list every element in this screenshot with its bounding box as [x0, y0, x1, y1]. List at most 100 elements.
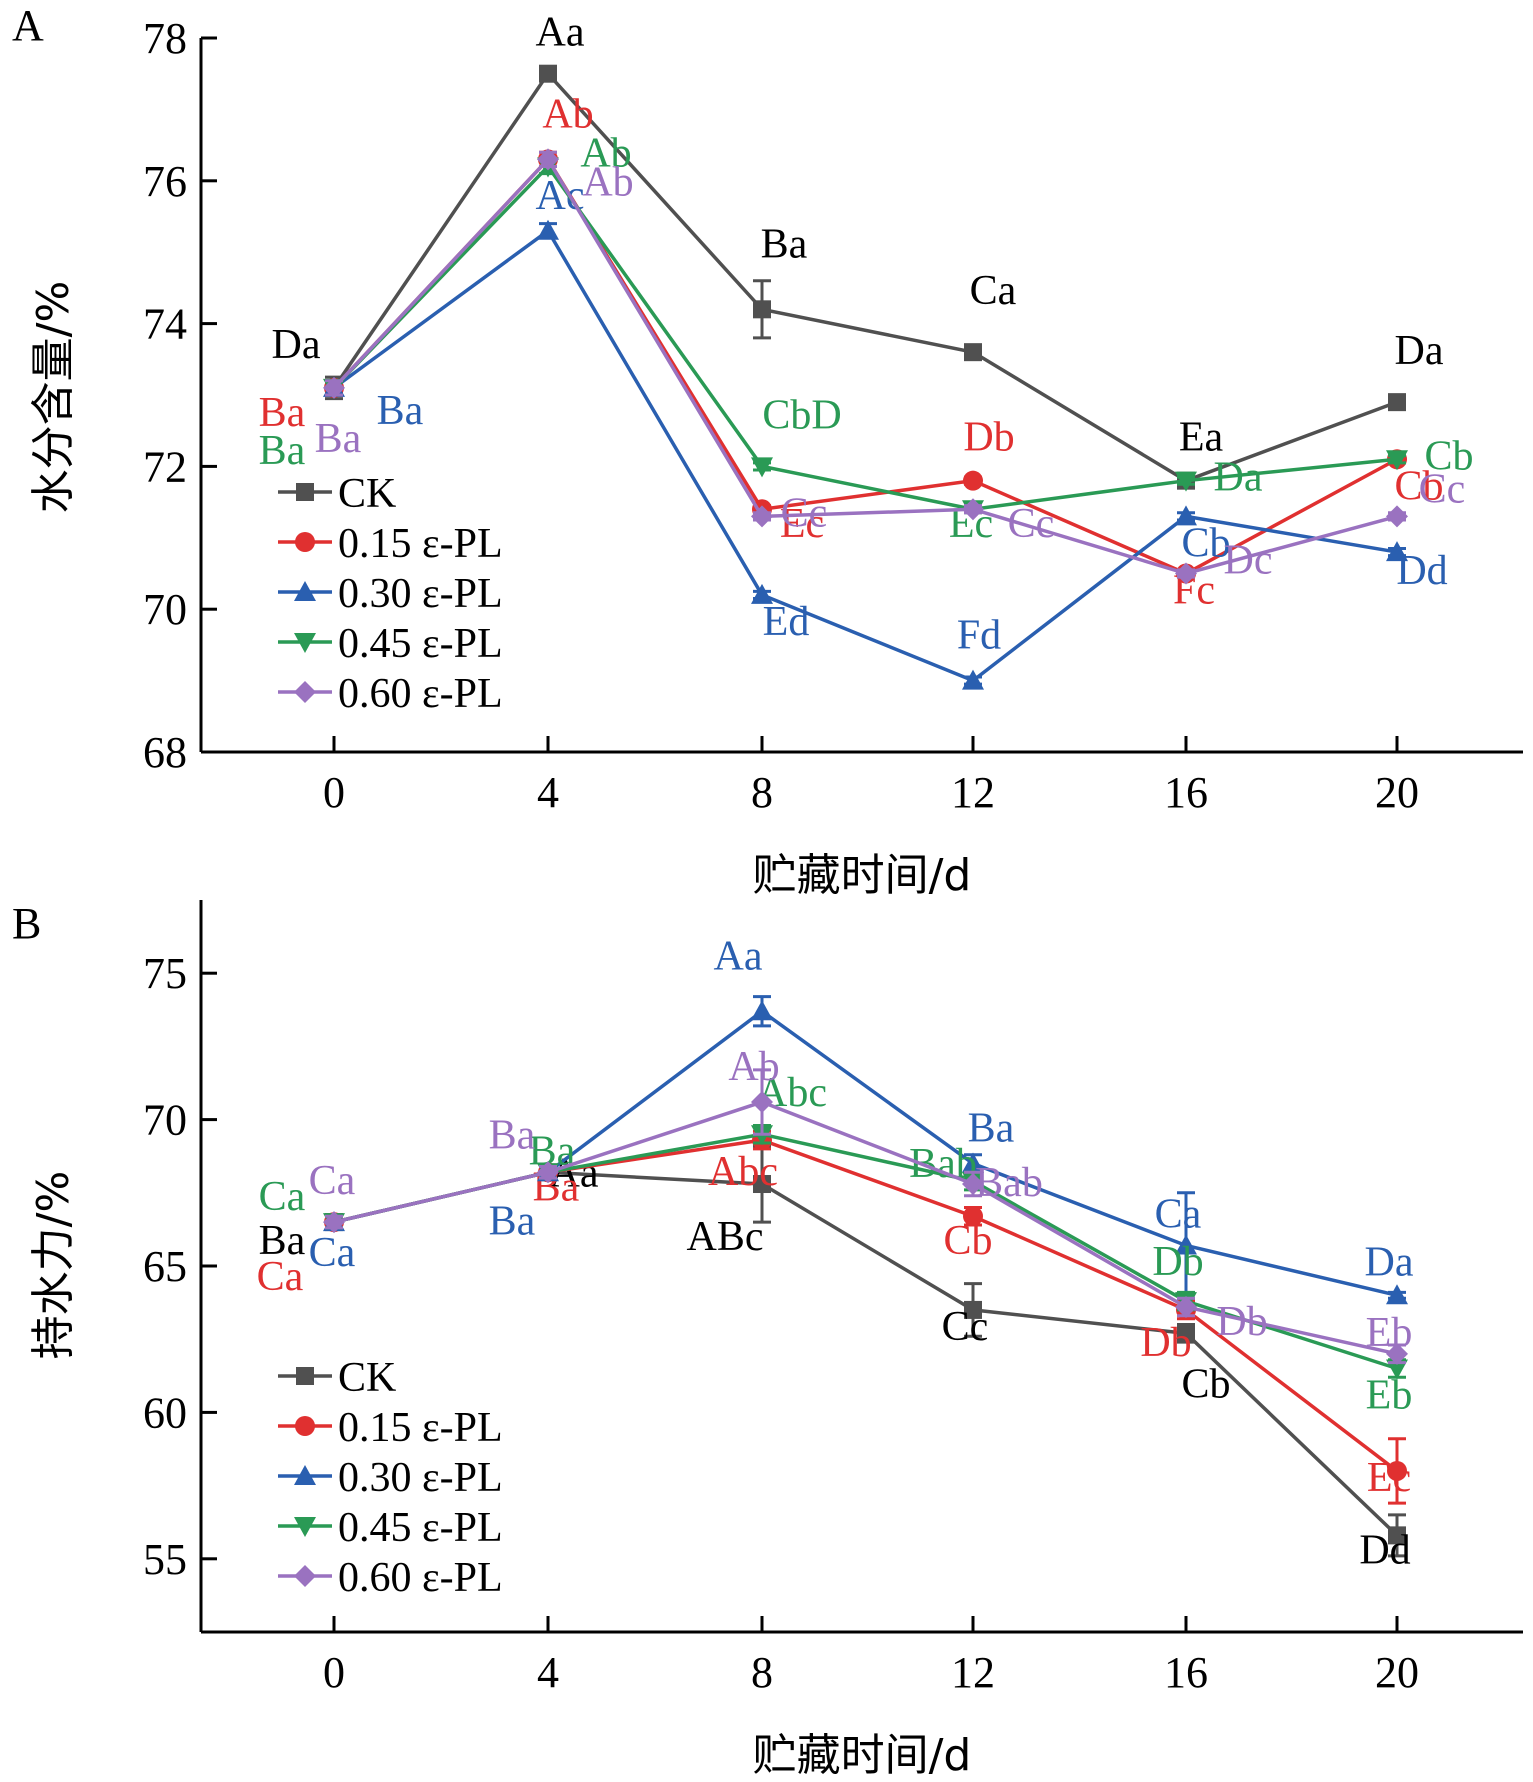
significance-label: Cb [1181, 1361, 1230, 1407]
legend-marker [294, 633, 316, 653]
data-point [539, 64, 557, 83]
x-tick-label: 8 [751, 1648, 773, 1697]
legend-marker [295, 532, 315, 552]
significance-label: Db [1216, 1299, 1267, 1345]
significance-label: Da [1395, 328, 1444, 374]
significance-label: Ab [542, 91, 593, 137]
legend-marker [295, 1416, 315, 1436]
panel-label: A [12, 1, 44, 50]
significance-label: Ba [489, 1198, 536, 1244]
y-tick-label: 76 [143, 157, 187, 206]
x-tick-label: 8 [751, 768, 773, 817]
significance-label: Cc [1419, 466, 1466, 512]
significance-label: Ca [309, 1230, 356, 1276]
series-line [333, 1100, 1398, 1356]
data-point [751, 457, 773, 478]
significance-label: Dd [1396, 548, 1447, 594]
x-tick-label: 4 [537, 1648, 559, 1697]
legend-label: 0.60 ε-PL [338, 1555, 503, 1601]
legend-marker [294, 1565, 316, 1587]
series-2: Ca Ba Aa Ba Ca Da [309, 933, 1414, 1305]
data-point [1386, 541, 1408, 562]
panel-a-water-content-chart: A 68 70 72 74 76 78 0 4 8 12 16 20 贮藏时间/d 水分含量/% Da Aa Ba… [12, 1, 1523, 901]
data-point [537, 148, 559, 171]
panel-label: B [12, 899, 41, 948]
x-tick-label: 20 [1375, 1648, 1419, 1697]
x-tick-label: 20 [1375, 768, 1419, 817]
y-tick-label: 68 [143, 728, 187, 777]
significance-label: Ba [377, 388, 424, 434]
data-point [1386, 450, 1408, 471]
data-point [1387, 1460, 1407, 1481]
x-axis-title: 贮藏时间/d [753, 850, 972, 901]
significance-label: Cb [1394, 463, 1443, 509]
significance-label: Cb [1181, 520, 1230, 566]
data-point [964, 343, 982, 362]
significance-label: Eb [1366, 1310, 1413, 1356]
legend: CK0.15 ε-PL0.30 ε-PL0.45 ε-PL0.60 ε-PL [278, 471, 503, 717]
data-point [323, 376, 345, 399]
significance-label: Cc [781, 490, 828, 536]
data-point [1388, 393, 1406, 412]
significance-label: Ba [259, 390, 306, 436]
significance-label: Ab [580, 131, 631, 177]
legend-label: 0.30 ε-PL [338, 571, 503, 617]
data-point [753, 1175, 771, 1194]
significance-label: Ab [728, 1044, 779, 1090]
significance-label: Ba [489, 1112, 536, 1158]
data-point [962, 498, 984, 521]
significance-label: Db [1152, 1239, 1203, 1285]
data-point [1386, 505, 1408, 528]
x-tick-label: 16 [1164, 768, 1208, 817]
significance-label: Da [1365, 1239, 1414, 1285]
data-point [1175, 1295, 1197, 1318]
significance-label: Eb [1366, 1372, 1413, 1418]
data-point [1386, 1342, 1408, 1365]
legend-marker [294, 681, 316, 703]
x-tick-label: 4 [537, 768, 559, 817]
data-point [1386, 1359, 1408, 1380]
significance-label: Ca [257, 1254, 304, 1300]
legend-label: 0.30 ε-PL [338, 1455, 503, 1501]
significance-label: Ba [259, 428, 306, 474]
significance-label: Abc [708, 1149, 778, 1195]
legend-marker [296, 1367, 314, 1385]
data-point [1175, 562, 1197, 585]
data-point [962, 669, 984, 690]
significance-label: Dc [1224, 538, 1273, 584]
x-tick-label: 16 [1164, 1648, 1208, 1697]
x-tick-label: 12 [951, 768, 995, 817]
data-point [753, 300, 771, 319]
legend-label: 0.45 ε-PL [338, 621, 503, 667]
y-tick-label: 55 [143, 1535, 187, 1584]
legend: CK0.15 ε-PL0.30 ε-PL0.45 ε-PL0.60 ε-PL [278, 1355, 503, 1601]
y-tick-label: 70 [143, 1096, 187, 1145]
significance-label: Abc [757, 1070, 827, 1116]
data-point [963, 470, 983, 491]
y-axis-title: 水分含量/% [28, 281, 79, 514]
significance-label: Ea [1179, 415, 1224, 461]
significance-label: Ca [309, 1158, 356, 1204]
x-tick-label: 12 [951, 1648, 995, 1697]
significance-label: Bab [975, 1160, 1043, 1206]
significance-label: Aa [536, 10, 585, 56]
series-line [332, 163, 1398, 512]
y-tick-label: 70 [143, 585, 187, 634]
x-axis-title: 贮藏时间/d [753, 1730, 972, 1781]
significance-label: Ba [259, 1218, 306, 1264]
significance-label: Ba [761, 221, 808, 267]
series-line [332, 228, 1398, 683]
legend-label: CK [338, 471, 396, 517]
series-0: Da Aa Ba Ca Ea Da [272, 10, 1444, 490]
significance-label: Ca [259, 1174, 306, 1220]
y-axis-title: 持水力/% [28, 1171, 79, 1360]
data-point [963, 1206, 983, 1227]
x-tick-label: 0 [323, 1648, 345, 1697]
data-point [1177, 1324, 1195, 1343]
y-tick-label: 72 [143, 442, 187, 491]
significance-label: Db [1140, 1320, 1191, 1366]
significance-label: Cc [942, 1304, 989, 1350]
